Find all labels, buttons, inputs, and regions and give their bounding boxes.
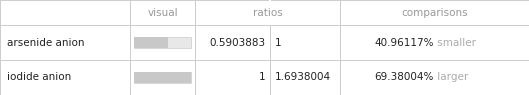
Text: 1: 1 (258, 72, 265, 82)
Bar (134, 37, 191, 48)
Text: visual: visual (147, 8, 178, 17)
Text: arsenide anion: arsenide anion (7, 38, 85, 48)
Text: ratios: ratios (253, 8, 282, 17)
Text: 69.38004%: 69.38004% (374, 72, 433, 82)
Text: 1: 1 (275, 38, 281, 48)
Bar (269, 0, 271, 25)
Text: 1.6938004: 1.6938004 (275, 72, 331, 82)
Text: 0.5903883: 0.5903883 (209, 38, 265, 48)
Bar (134, 37, 168, 48)
Bar (134, 72, 191, 83)
Text: larger: larger (434, 72, 469, 82)
Bar (134, 72, 191, 83)
Text: 40.96117%: 40.96117% (374, 38, 433, 48)
Text: comparisons: comparisons (401, 8, 468, 17)
Text: smaller: smaller (434, 38, 477, 48)
Text: iodide anion: iodide anion (7, 72, 71, 82)
